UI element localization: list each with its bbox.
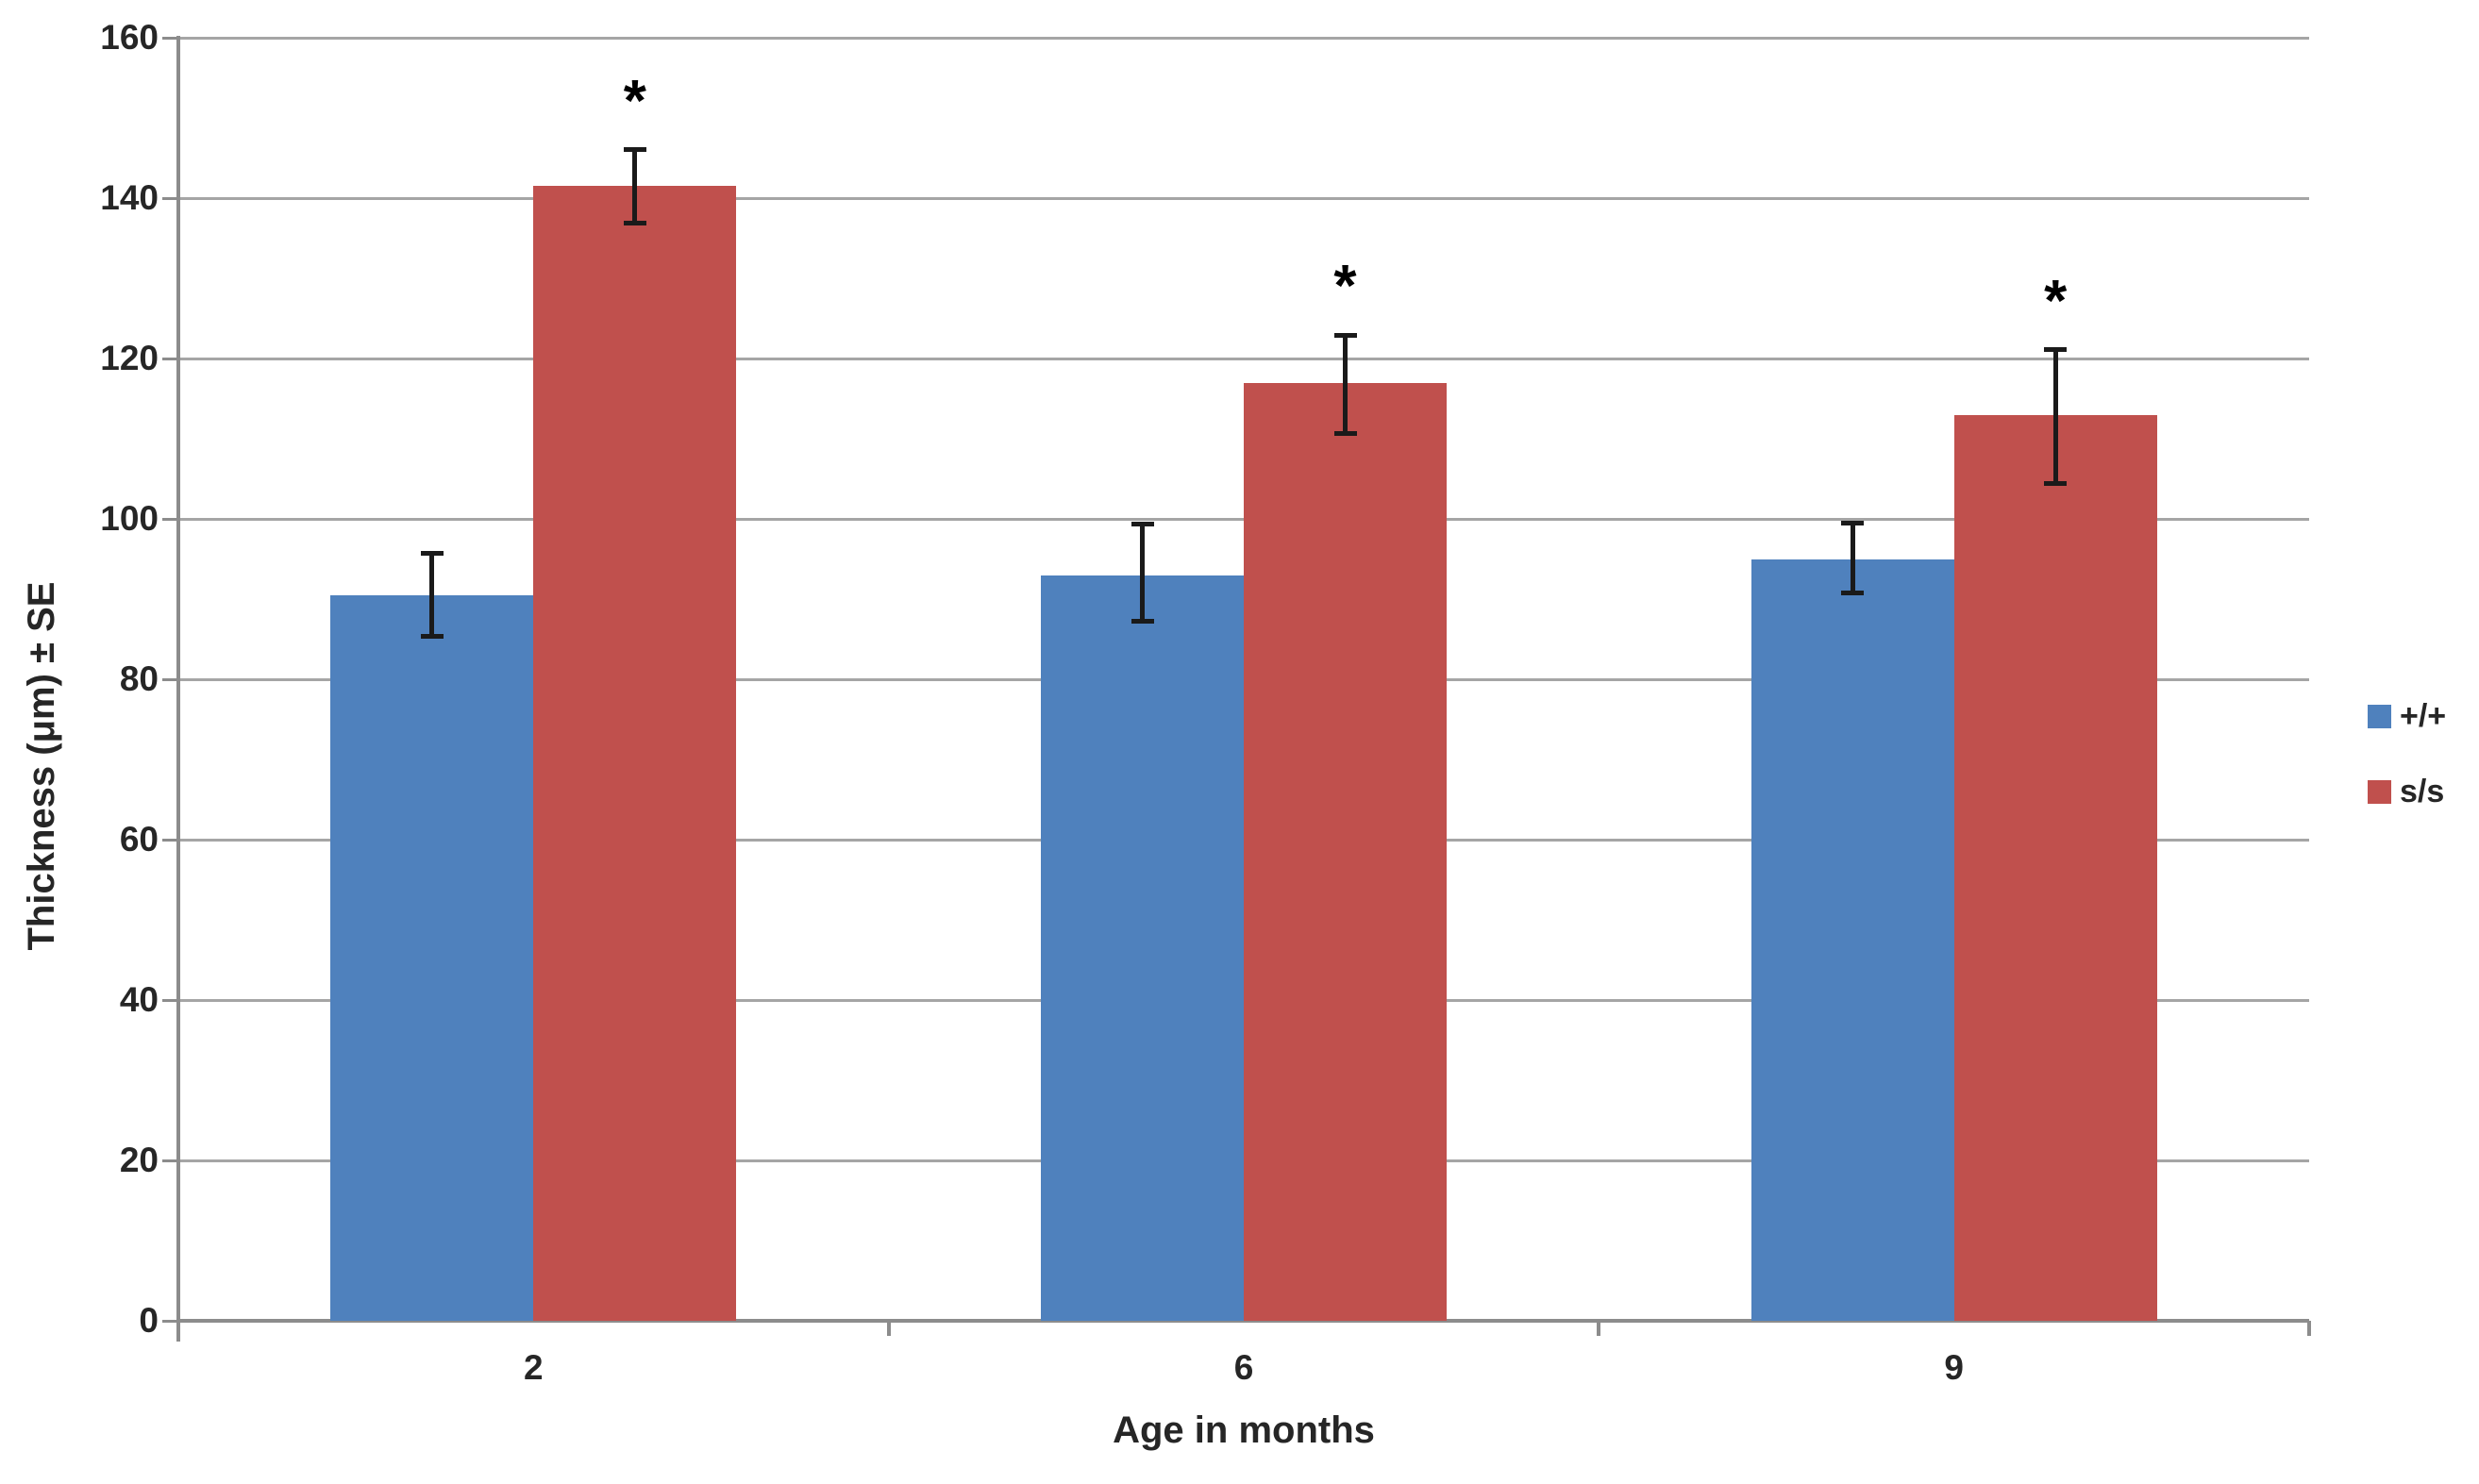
y-axis-tick: [162, 1159, 176, 1162]
y-axis-tick: [162, 1320, 176, 1323]
error-bar-cap-top: [420, 550, 444, 556]
error-bar-cap-bottom: [1841, 591, 1865, 596]
y-tick-label: 40: [119, 980, 159, 1019]
y-axis-tick: [162, 678, 176, 681]
y-axis-tick: [162, 358, 176, 360]
y-axis-tick: [162, 37, 176, 40]
y-tick-label: 120: [100, 339, 159, 377]
error-bar-+/+-2months: [429, 552, 435, 637]
x-tick-label: 2: [524, 1348, 544, 1387]
legend-label-plusplus: +/+: [2400, 698, 2447, 734]
error-bar-cap-bottom: [623, 221, 646, 226]
error-bar-s/s-9months: [2052, 348, 2058, 483]
bar-+/+-2months: [330, 594, 534, 1321]
x-axis-tick: [886, 1321, 891, 1336]
gridline: [178, 358, 2309, 360]
error-bar-cap-top: [1131, 522, 1154, 527]
legend-item-plusplus: +/+: [2368, 698, 2447, 734]
legend-item-ss: s/s: [2368, 774, 2446, 809]
gridline: [178, 197, 2309, 200]
error-bar-cap-top: [2044, 346, 2068, 352]
error-bar-+/+-9months: [1850, 523, 1855, 593]
bar-s/s-2months: [533, 186, 737, 1321]
significance-star-2months: *: [623, 69, 646, 135]
y-tick-label: 140: [100, 178, 159, 217]
legend-swatch-ss-icon: [2368, 779, 2391, 804]
y-axis-tick: [162, 197, 176, 200]
error-bar-cap-bottom: [2044, 480, 2068, 486]
error-bar-cap-top: [1841, 521, 1865, 526]
bar-s/s-9months: [1953, 414, 2157, 1321]
legend: +/+ s/s: [2368, 698, 2447, 853]
bar-+/+-9months: [1750, 559, 1954, 1321]
x-axis-line: [178, 1319, 2309, 1323]
error-bar-cap-bottom: [1333, 431, 1357, 437]
y-tick-label: 100: [100, 499, 159, 538]
y-axis-tick: [162, 518, 176, 521]
plot-area: * * *: [162, 36, 2311, 1342]
x-axis-tick: [2307, 1321, 2311, 1336]
y-axis-tick: [162, 999, 176, 1002]
y-tick-label: 80: [119, 659, 159, 698]
y-tick-label: 60: [119, 820, 159, 859]
error-bar-s/s-2months: [632, 149, 638, 224]
y-tick-label: 160: [100, 18, 159, 57]
gridline: [178, 37, 2309, 40]
error-bar-cap-top: [623, 147, 646, 153]
error-bar-cap-top: [1333, 332, 1357, 338]
legend-swatch-plusplus-icon: [2368, 704, 2391, 728]
error-bar-cap-bottom: [1131, 618, 1154, 624]
y-tick-label: 0: [139, 1301, 159, 1340]
legend-label-ss: s/s: [2400, 774, 2445, 809]
x-axis-tick: [176, 1321, 180, 1336]
x-tick-label: 9: [1944, 1348, 1964, 1387]
x-tick-label: 6: [1233, 1348, 1254, 1387]
error-bar-s/s-6months: [1343, 334, 1348, 434]
bar-s/s-6months: [1244, 382, 1447, 1321]
error-bar-+/+-6months: [1140, 524, 1145, 621]
significance-star-9months: *: [2044, 268, 2068, 334]
y-axis-line: [176, 36, 180, 1342]
x-axis-tick: [1597, 1321, 1601, 1336]
y-tick-label: 20: [119, 1141, 159, 1179]
error-bar-cap-bottom: [420, 634, 444, 640]
y-axis-tick: [162, 839, 176, 842]
bar-+/+-6months: [1041, 575, 1244, 1321]
significance-star-6months: *: [1333, 254, 1357, 320]
x-axis-title: Age in months: [1113, 1409, 1375, 1451]
